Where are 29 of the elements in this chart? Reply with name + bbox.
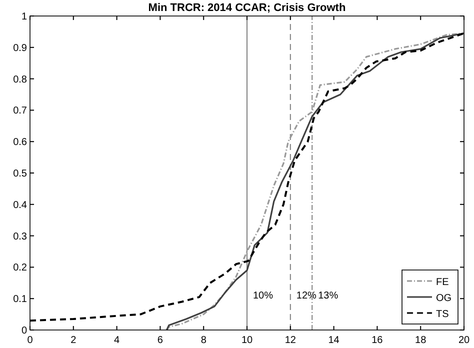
x-tick-label: 12 — [284, 335, 296, 346]
x-tick-label: 2 — [70, 335, 77, 346]
ref-line-label: 13% — [318, 290, 338, 302]
legend-label: TS — [436, 309, 450, 320]
y-tick-label: 0.5 — [13, 168, 28, 180]
x-tick-label: 4 — [114, 335, 120, 346]
legend-label: FE — [436, 277, 450, 288]
y-tick-label: 0.7 — [13, 106, 28, 117]
ref-line-label: 12% — [296, 290, 317, 302]
y-tick-label: 0.4 — [13, 200, 28, 211]
y-tick-label: 1 — [21, 12, 28, 22]
x-tick-label: 14 — [328, 335, 340, 346]
y-tick-label: 0.3 — [13, 231, 28, 242]
x-tick-label: 10 — [241, 335, 253, 346]
y-tick-label: 0.6 — [13, 137, 28, 148]
y-tick-label: 0.8 — [13, 74, 28, 86]
y-tick-label: 0 — [21, 326, 28, 336]
y-tick-label: 0.2 — [13, 262, 28, 274]
x-tick-label: 20 — [458, 335, 470, 346]
x-tick-label: 16 — [372, 335, 384, 346]
line-series — [166, 32, 465, 331]
legend-label: OG — [436, 293, 452, 304]
x-tick-label: 6 — [157, 335, 164, 346]
chart-title: Min TRCR: 2014 CCAR; Crisis Growth — [148, 2, 346, 14]
x-tick-label: 8 — [200, 335, 207, 346]
x-tick-label: 18 — [415, 335, 427, 346]
ref-line-label: 10% — [253, 290, 274, 302]
y-tick-label: 0.1 — [13, 294, 28, 306]
y-tick-label: 0.9 — [13, 42, 28, 54]
